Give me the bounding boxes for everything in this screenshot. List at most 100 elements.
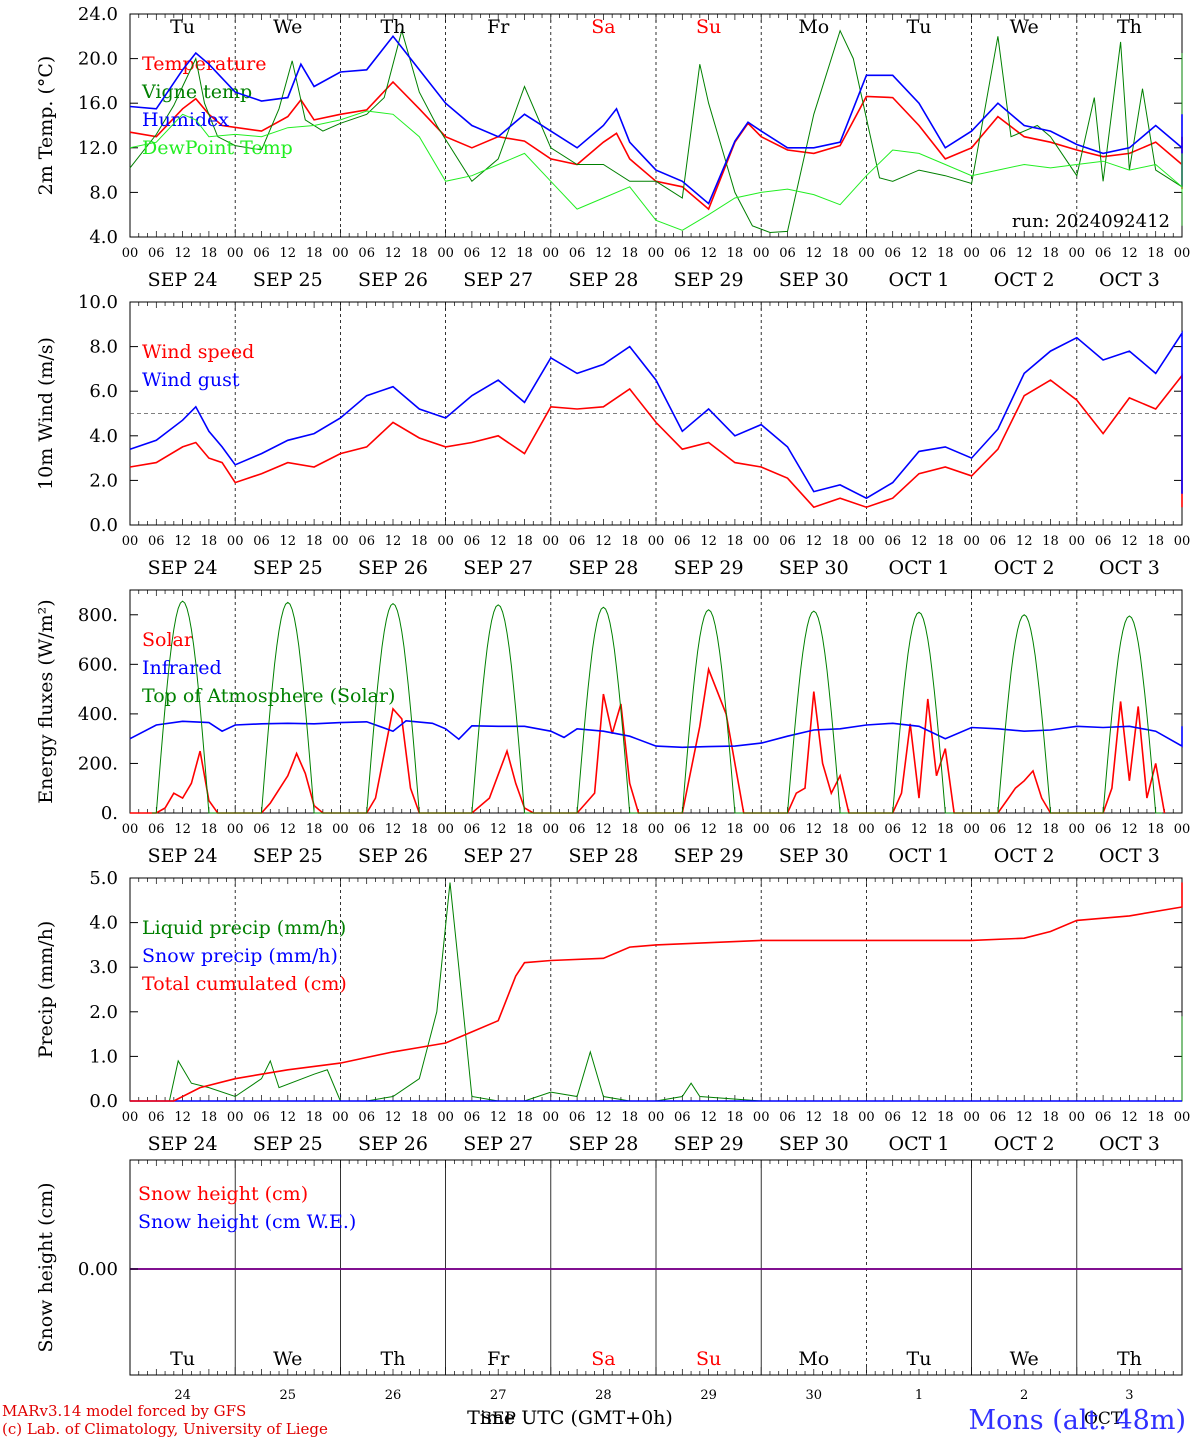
hour-label: 18	[621, 534, 638, 549]
hour-label: 06	[569, 246, 586, 261]
hour-label: 12	[1121, 1110, 1138, 1125]
hour-label: 06	[884, 534, 901, 549]
hour-label: 00	[332, 246, 349, 261]
hour-label: 00	[332, 1110, 349, 1125]
hour-label: 00	[1069, 534, 1086, 549]
hour-label: 00	[543, 246, 560, 261]
hour-label: 18	[516, 534, 533, 549]
hour-label: 00	[753, 534, 770, 549]
date-label: OCT 2	[994, 269, 1055, 291]
date-label: SEP 29	[674, 269, 744, 291]
y-tick-label: 4.0	[89, 913, 118, 934]
hour-label: 18	[306, 534, 323, 549]
legend-entry: Solar	[142, 629, 194, 651]
y-tick-label: 4.0	[89, 227, 118, 248]
hour-label: 06	[1095, 1110, 1112, 1125]
hour-label: 06	[148, 246, 165, 261]
date-label: SEP 30	[779, 1133, 849, 1155]
date-label: SEP 28	[568, 557, 638, 579]
hour-label: 06	[884, 246, 901, 261]
day-number: 25	[280, 1388, 297, 1403]
date-label: SEP 29	[674, 557, 744, 579]
day-name: Fr	[487, 1348, 510, 1370]
day-name: Mo	[798, 1348, 829, 1370]
hour-label: 06	[1095, 534, 1112, 549]
y-tick-label: 400.	[78, 704, 118, 725]
hour-label: 06	[358, 1110, 375, 1125]
hour-label: 12	[806, 822, 823, 837]
hour-label: 06	[569, 534, 586, 549]
hour-label: 12	[806, 534, 823, 549]
date-label: SEP 29	[674, 1133, 744, 1155]
hour-label: 00	[1174, 534, 1191, 549]
hour-label: 00	[122, 534, 139, 549]
y-tick-label: 4.0	[89, 426, 118, 447]
date-label: OCT 1	[889, 269, 950, 291]
hour-label: 18	[201, 246, 218, 261]
y-axis-label: Precip (mm/h)	[35, 921, 57, 1059]
hour-label: 00	[1069, 1110, 1086, 1125]
day-number: 24	[174, 1388, 191, 1403]
day-name: Tu	[907, 16, 932, 38]
date-label: SEP 27	[463, 845, 533, 867]
y-tick-label: 800.	[78, 605, 118, 626]
date-label: SEP 28	[568, 1133, 638, 1155]
hour-label: 06	[674, 246, 691, 261]
hour-label: 12	[911, 822, 928, 837]
series-line	[130, 882, 1183, 1102]
day-name: Tu	[170, 16, 195, 38]
hour-label: 18	[1042, 534, 1059, 549]
day-name: Sa	[591, 16, 615, 38]
hour-label: 12	[490, 1110, 507, 1125]
hour-label: 00	[1069, 822, 1086, 837]
date-label: SEP 24	[148, 269, 218, 291]
month-label: OCT	[1084, 1409, 1123, 1429]
hour-label: 12	[700, 1110, 717, 1125]
hour-label: 06	[990, 246, 1007, 261]
hour-label: 06	[674, 822, 691, 837]
day-number: 29	[700, 1388, 717, 1403]
series-line	[151, 600, 1163, 814]
hour-label: 18	[727, 1110, 744, 1125]
hour-label: 06	[464, 1110, 481, 1125]
date-label: SEP 28	[568, 845, 638, 867]
hour-label: 00	[332, 534, 349, 549]
hour-label: 06	[779, 534, 796, 549]
day-number: 27	[490, 1388, 507, 1403]
day-name: Th	[381, 16, 406, 38]
hour-label: 12	[806, 1110, 823, 1125]
y-tick-label: 0.0	[89, 515, 118, 536]
hour-label: 00	[437, 246, 454, 261]
hour-label: 18	[1042, 246, 1059, 261]
day-number: 26	[385, 1388, 402, 1403]
hour-label: 12	[280, 1110, 297, 1125]
y-tick-label: 6.0	[89, 381, 118, 402]
date-label: SEP 25	[253, 557, 323, 579]
day-number: 28	[595, 1388, 612, 1403]
series-line	[129, 110, 1183, 231]
hour-label: 06	[779, 1110, 796, 1125]
hour-label: 12	[911, 534, 928, 549]
hour-label: 12	[1016, 1110, 1033, 1125]
hour-label: 06	[990, 822, 1007, 837]
hour-label: 12	[595, 1110, 612, 1125]
y-tick-label: 2.0	[89, 470, 118, 491]
y-tick-label: 1.0	[89, 1046, 118, 1067]
hour-label: 12	[595, 246, 612, 261]
day-name: Su	[696, 16, 721, 38]
legend-entry: Snow height (cm W.E.)	[138, 1211, 356, 1233]
hour-label: 00	[648, 534, 665, 549]
hour-label: 06	[1095, 822, 1112, 837]
hour-label: 18	[937, 822, 954, 837]
hour-label: 18	[1147, 534, 1164, 549]
hour-label: 18	[1042, 822, 1059, 837]
hour-label: 00	[963, 822, 980, 837]
hour-label: 06	[674, 534, 691, 549]
hour-label: 06	[674, 1110, 691, 1125]
y-tick-label: 2.0	[89, 1002, 118, 1023]
legend-entry: Temperature	[142, 53, 266, 75]
hour-label: 12	[174, 246, 191, 261]
day-name: Th	[1117, 16, 1142, 38]
hour-label: 12	[174, 1110, 191, 1125]
y-tick-label: 24.0	[78, 4, 118, 25]
